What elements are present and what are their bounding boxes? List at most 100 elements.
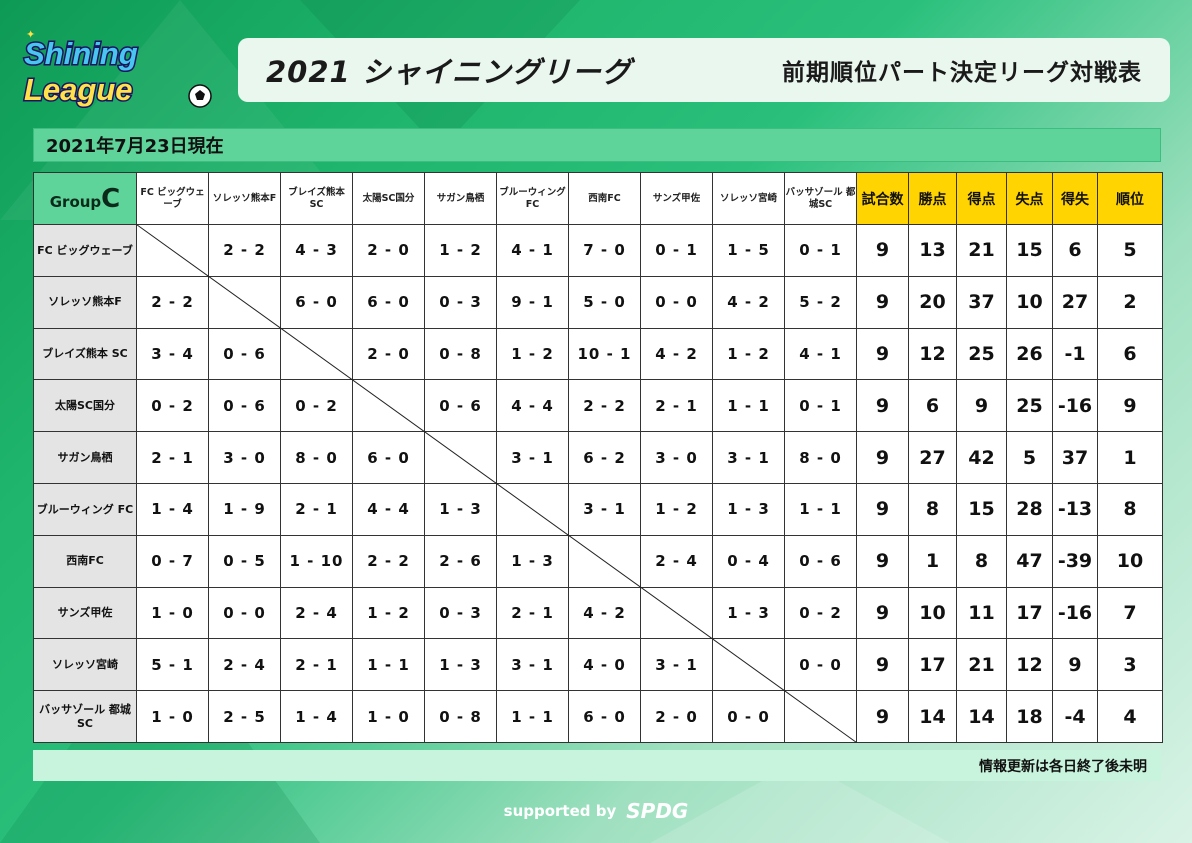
match-score: 0 - 0 <box>208 586 281 640</box>
stat-header-played: 試合数 <box>856 172 909 225</box>
self-match-cell <box>424 431 497 484</box>
stat-points: 10 <box>908 586 957 640</box>
stat-points: 17 <box>908 638 957 692</box>
match-score: 6 - 0 <box>280 275 353 329</box>
stat-goals-against: 26 <box>1006 327 1053 381</box>
match-score: 4 - 2 <box>712 275 785 329</box>
stat-points: 12 <box>908 327 957 381</box>
match-score: 3 - 0 <box>208 431 281 484</box>
match-score: 2 - 4 <box>208 638 281 692</box>
match-score: 1 - 2 <box>640 482 713 536</box>
match-score: 1 - 5 <box>712 224 785 277</box>
match-score: 4 - 4 <box>496 379 569 433</box>
match-score: 1 - 3 <box>496 534 569 588</box>
stat-points: 1 <box>908 534 957 588</box>
stat-played: 9 <box>856 690 909 743</box>
stat-goal-diff: -13 <box>1052 482 1098 536</box>
self-match-cell <box>496 482 569 536</box>
stat-goals-for: 8 <box>956 534 1007 588</box>
header-row: GroupC FC ビッグウェーブ ソレッソ熊本F ブレイズ熊本 SC 太陽SC… <box>33 172 1163 225</box>
stat-goals-against: 17 <box>1006 586 1053 640</box>
stat-goal-diff: 37 <box>1052 431 1098 484</box>
stat-goal-diff: 27 <box>1052 275 1098 329</box>
stat-played: 9 <box>856 431 909 484</box>
stat-rank: 8 <box>1097 482 1163 536</box>
stat-header-goals-for: 得点 <box>956 172 1007 225</box>
match-score: 2 - 6 <box>424 534 497 588</box>
stat-points: 13 <box>908 224 957 277</box>
match-score: 0 - 3 <box>424 275 497 329</box>
stat-points: 8 <box>908 482 957 536</box>
col-team-header: ソレッソ熊本F <box>208 172 281 225</box>
stat-played: 9 <box>856 224 909 277</box>
stat-played: 9 <box>856 379 909 433</box>
sponsor-footer: supported by SPDG <box>0 796 1192 826</box>
match-score: 0 - 0 <box>640 275 713 329</box>
match-score: 7 - 0 <box>568 224 641 277</box>
match-score: 1 - 1 <box>352 638 425 692</box>
stat-goals-for: 21 <box>956 224 1007 277</box>
match-score: 3 - 1 <box>496 431 569 484</box>
match-score: 0 - 7 <box>136 534 209 588</box>
col-team-header: 太陽SC国分 <box>352 172 425 225</box>
stat-goals-against: 5 <box>1006 431 1053 484</box>
match-score: 0 - 1 <box>640 224 713 277</box>
match-score: 2 - 1 <box>640 379 713 433</box>
stat-played: 9 <box>856 586 909 640</box>
match-score: 0 - 6 <box>784 534 857 588</box>
match-score: 0 - 2 <box>280 379 353 433</box>
col-team-header: ソレッソ宮崎 <box>712 172 785 225</box>
match-score: 3 - 1 <box>496 638 569 692</box>
match-score: 9 - 1 <box>496 275 569 329</box>
stat-goals-against: 18 <box>1006 690 1053 743</box>
self-match-cell <box>640 586 713 640</box>
row-team-name: ブレイズ熊本 SC <box>33 327 137 381</box>
stat-rank: 2 <box>1097 275 1163 329</box>
sponsor-text: supported by <box>503 802 617 820</box>
match-score: 6 - 0 <box>352 431 425 484</box>
match-score: 4 - 1 <box>496 224 569 277</box>
self-match-cell <box>208 275 281 329</box>
col-team-header: FC ビッグウェーブ <box>136 172 209 225</box>
match-score: 2 - 2 <box>568 379 641 433</box>
match-score: 3 - 4 <box>136 327 209 381</box>
match-score: 0 - 0 <box>784 638 857 692</box>
self-match-cell <box>280 327 353 381</box>
col-team-header: サガン鳥栖 <box>424 172 497 225</box>
match-score: 2 - 2 <box>208 224 281 277</box>
stat-goal-diff: -1 <box>1052 327 1098 381</box>
match-score: 0 - 8 <box>424 327 497 381</box>
match-score: 3 - 1 <box>712 431 785 484</box>
row-team-name: 西南FC <box>33 534 137 588</box>
match-score: 2 - 5 <box>208 690 281 743</box>
stat-played: 9 <box>856 482 909 536</box>
stat-header-goals-against: 失点 <box>1006 172 1053 225</box>
match-score: 2 - 2 <box>136 275 209 329</box>
match-score: 2 - 1 <box>136 431 209 484</box>
stat-played: 9 <box>856 275 909 329</box>
match-score: 5 - 2 <box>784 275 857 329</box>
row-team-name: FC ビッグウェーブ <box>33 224 137 277</box>
sponsor-logo: SPDG <box>626 799 689 823</box>
match-score: 4 - 1 <box>784 327 857 381</box>
match-score: 2 - 1 <box>496 586 569 640</box>
match-score: 0 - 1 <box>784 379 857 433</box>
match-score: 1 - 10 <box>280 534 353 588</box>
match-score: 0 - 2 <box>136 379 209 433</box>
stat-goal-diff: -16 <box>1052 379 1098 433</box>
match-score: 6 - 0 <box>568 690 641 743</box>
self-match-cell <box>712 638 785 692</box>
match-score: 4 - 2 <box>640 327 713 381</box>
stat-header-points: 勝点 <box>908 172 957 225</box>
match-score: 4 - 4 <box>352 482 425 536</box>
logo-line2: League <box>24 72 133 107</box>
match-score: 0 - 1 <box>784 224 857 277</box>
col-team-header: サンズ甲佐 <box>640 172 713 225</box>
match-score: 2 - 4 <box>280 586 353 640</box>
self-match-cell <box>568 534 641 588</box>
row-team-name: サンズ甲佐 <box>33 586 137 640</box>
